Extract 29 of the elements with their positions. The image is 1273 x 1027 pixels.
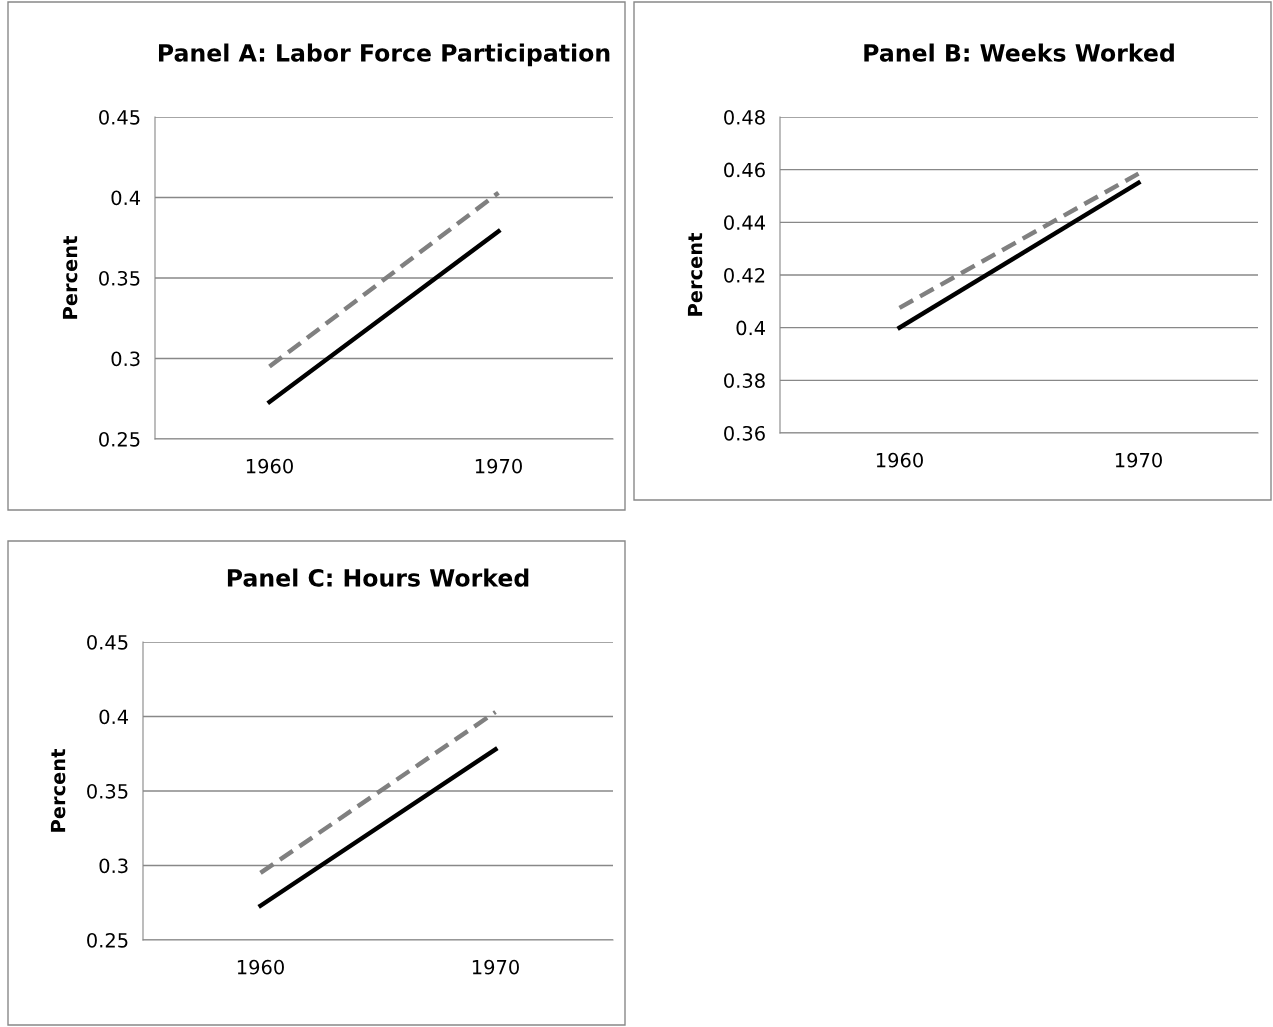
chart-title: Panel B: Weeks Worked (864, 43, 1174, 62)
y-tick-label: 0.4 (736, 320, 766, 336)
y-tick-label: 0.3 (99, 858, 128, 874)
chart-title: Panel A: Labor Force Participation (158, 43, 610, 67)
x-tick-label: 1970 (475, 458, 522, 474)
x-tick-label: 1970 (472, 959, 519, 975)
y-tick-label: 0.44 (724, 215, 766, 230)
y-tick-label: 0.36 (724, 425, 765, 441)
x-tick-label: 1970 (1115, 452, 1162, 468)
y-tick-label: 0.25 (99, 431, 140, 447)
y-tick-label: 0.35 (99, 270, 140, 286)
y-axis-title: Percent (50, 749, 66, 832)
x-tick-label: 1960 (237, 959, 284, 975)
chart-title: Panel C: Hours Worked (227, 568, 529, 587)
y-tick-label: 0.4 (99, 709, 129, 725)
y-tick-label: 0.25 (87, 932, 128, 948)
y-tick-label: 0.45 (87, 634, 128, 650)
x-tick-label: 1960 (876, 452, 923, 468)
y-tick-label: 0.42 (724, 267, 765, 283)
y-tick-label: 0.46 (724, 162, 765, 178)
y-tick-label: 0.35 (87, 783, 128, 799)
y-tick-label: 0.45 (99, 109, 140, 125)
y-tick-label: 0.48 (724, 109, 765, 125)
y-axis-title: Percent (62, 236, 78, 319)
y-axis-title: Percent (687, 233, 703, 316)
y-tick-label: 0.38 (724, 373, 765, 388)
x-tick-label: 1960 (246, 458, 293, 474)
y-tick-label: 0.4 (111, 190, 141, 206)
y-tick-label: 0.3 (111, 351, 140, 367)
